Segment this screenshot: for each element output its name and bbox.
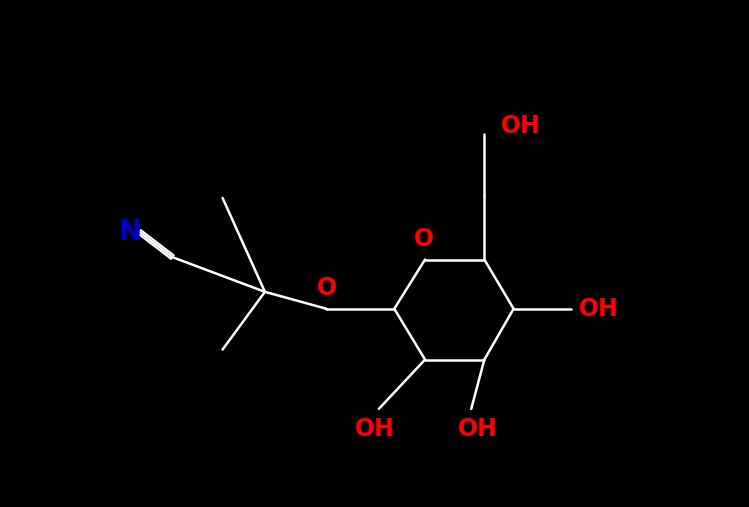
Text: OH: OH bbox=[458, 417, 497, 441]
Text: OH: OH bbox=[355, 417, 395, 441]
Text: O: O bbox=[316, 275, 336, 300]
Text: O: O bbox=[413, 227, 434, 251]
Text: OH: OH bbox=[501, 114, 542, 138]
Text: N: N bbox=[118, 218, 142, 246]
Text: OH: OH bbox=[579, 297, 619, 321]
